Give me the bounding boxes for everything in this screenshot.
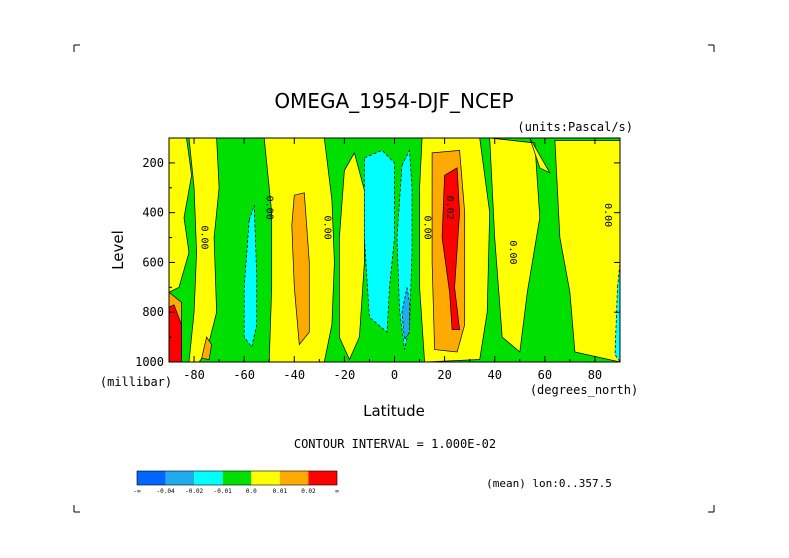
colorbar-swatch (251, 471, 280, 485)
crop-marks (73, 44, 715, 513)
contour-fill-regions (169, 138, 620, 362)
x-tick-label: -40 (283, 368, 305, 382)
contour-region (291, 192, 310, 346)
x-tick-label: 0 (391, 368, 398, 382)
y-tick-label: 200 (142, 156, 164, 170)
chart-title: OMEGA_1954-DJF_NCEP (274, 89, 513, 113)
contour-region (201, 336, 212, 360)
mean-text: (mean) lon:0..357.5 (486, 477, 612, 490)
contour-region (169, 304, 182, 362)
colorbar-swatch (279, 471, 309, 485)
colorbar-tick-label: -0.02 (185, 488, 203, 495)
contour-label: 0.00 (507, 240, 518, 264)
y-unit-label: (millibar) (100, 375, 172, 389)
crop-mark-top-right (708, 44, 715, 52)
colorbar-swatch (137, 471, 166, 485)
y-axis-label: Level (109, 230, 127, 270)
colorbar-frame (136, 470, 338, 486)
colorbar-swatch (165, 471, 195, 485)
contour-region (169, 138, 192, 293)
x-axis: -80 -60 -40 -20 0 20 40 60 80 (168, 138, 621, 382)
y-tick-label: 1000 (135, 355, 164, 369)
contour-label: 0.00 (199, 226, 210, 250)
contour-label: 0.00 (602, 203, 613, 227)
y-tick-label: 800 (142, 305, 164, 319)
x-tick-label: 80 (588, 368, 602, 382)
contour-label: 0.00 (422, 216, 433, 240)
colorbar-swatch (194, 471, 223, 485)
x-tick-label: -80 (183, 368, 205, 382)
colorbar-tick-label: -∞ (133, 488, 141, 495)
contour-region (364, 149, 395, 333)
x-tick-label: 60 (538, 368, 552, 382)
x-axis-label: Latitude (363, 402, 425, 420)
y-tick-label: 400 (142, 206, 164, 220)
contour-labels: 0.00 0.00 0.00 0.00 0.02 0.00 0.00 (199, 196, 613, 265)
contour-region (243, 205, 258, 348)
contour-label: 0.00 (321, 216, 332, 240)
contour-region (529, 138, 551, 174)
x-tick-label: 20 (437, 368, 451, 382)
colorbar-tick-label: 0.01 (273, 488, 288, 495)
y-tick-label: 600 (142, 255, 164, 269)
x-tick-label: -20 (334, 368, 356, 382)
colorbar-swatch (222, 471, 252, 485)
contour-interval-text: CONTOUR INTERVAL = 1.000E-02 (294, 437, 496, 451)
contour-region (554, 140, 620, 362)
contour-region (441, 167, 460, 330)
x-tick-label: 40 (487, 368, 501, 382)
crop-mark-bottom-right (708, 505, 715, 513)
contour-label: 0.00 (264, 196, 275, 220)
contour-label: 0.02 (444, 196, 455, 220)
crop-mark-bottom-left (73, 505, 80, 513)
colorbar-tick-label: 0.0 (246, 488, 257, 495)
colorbar-swatch (308, 471, 337, 485)
colorbar-tick-label: -0.01 (214, 488, 232, 495)
contour-region (401, 287, 410, 341)
crop-mark-top-left (73, 44, 80, 52)
y-axis: 200 400 600 800 1000 (135, 137, 620, 369)
colorbar-tick-label: 0.02 (301, 488, 316, 495)
x-tick-label: -60 (233, 368, 255, 382)
colorbar-tick-label: ∞ (335, 488, 339, 495)
colorbar-tick-label: -0.04 (157, 488, 175, 495)
colorbar: -∞ -0.04 -0.02 -0.01 0.0 0.01 0.02 ∞ (133, 470, 339, 495)
units-label: (units:Pascal/s) (517, 120, 633, 134)
x-unit-label: (degrees_north) (530, 383, 638, 397)
